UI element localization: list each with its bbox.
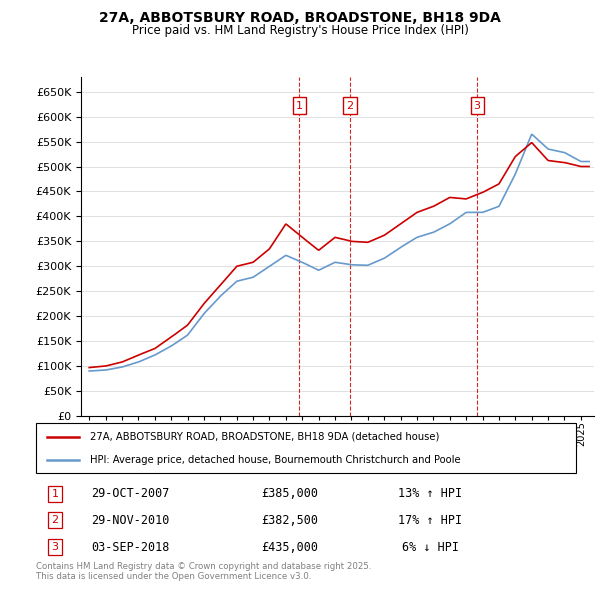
Text: 29-OCT-2007: 29-OCT-2007 [91,487,170,500]
Text: This data is licensed under the Open Government Licence v3.0.: This data is licensed under the Open Gov… [36,572,311,581]
Text: 29-NOV-2010: 29-NOV-2010 [91,514,170,527]
Text: 13% ↑ HPI: 13% ↑ HPI [398,487,462,500]
FancyBboxPatch shape [36,423,576,473]
Text: 03-SEP-2018: 03-SEP-2018 [91,540,170,553]
Text: 3: 3 [52,542,58,552]
Text: Price paid vs. HM Land Registry's House Price Index (HPI): Price paid vs. HM Land Registry's House … [131,24,469,37]
Text: £385,000: £385,000 [261,487,318,500]
Text: 1: 1 [296,100,303,110]
Text: 3: 3 [473,100,481,110]
Text: 27A, ABBOTSBURY ROAD, BROADSTONE, BH18 9DA: 27A, ABBOTSBURY ROAD, BROADSTONE, BH18 9… [99,11,501,25]
Text: 27A, ABBOTSBURY ROAD, BROADSTONE, BH18 9DA (detached house): 27A, ABBOTSBURY ROAD, BROADSTONE, BH18 9… [90,431,439,441]
Text: 1: 1 [52,489,58,499]
Text: 2: 2 [52,515,58,525]
Text: 6% ↓ HPI: 6% ↓ HPI [402,540,459,553]
Text: £382,500: £382,500 [261,514,318,527]
Text: 17% ↑ HPI: 17% ↑ HPI [398,514,462,527]
Text: 2: 2 [346,100,353,110]
Text: HPI: Average price, detached house, Bournemouth Christchurch and Poole: HPI: Average price, detached house, Bour… [90,455,461,465]
Text: £435,000: £435,000 [261,540,318,553]
Text: Contains HM Land Registry data © Crown copyright and database right 2025.: Contains HM Land Registry data © Crown c… [36,562,371,571]
